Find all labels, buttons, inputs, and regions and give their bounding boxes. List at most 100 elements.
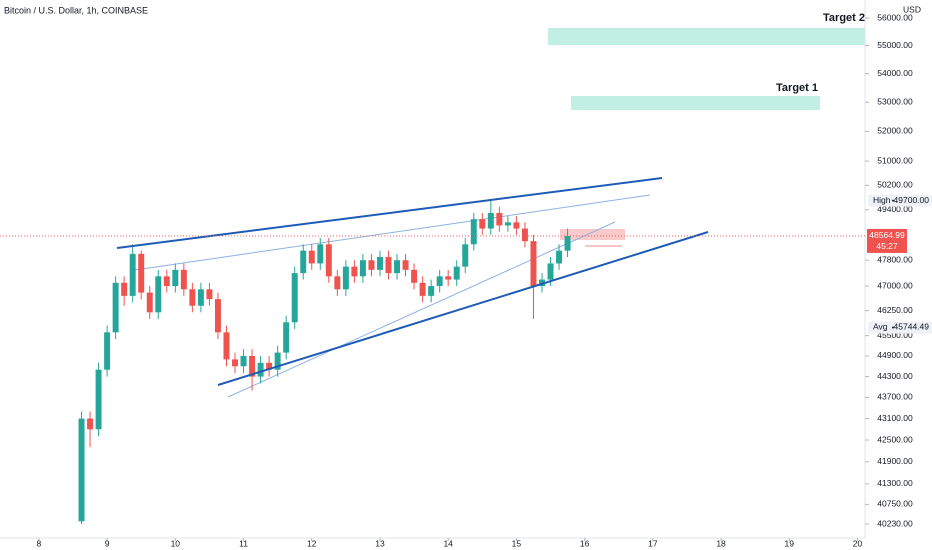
candle-body (87, 418, 94, 430)
candle-body (428, 286, 435, 296)
y-tick-label: 43700.00 (877, 392, 913, 402)
candle-body (402, 260, 409, 270)
candle-body (121, 282, 128, 296)
x-tick-label: 18 (716, 538, 726, 548)
x-tick-label: 17 (648, 538, 658, 548)
candle-body (394, 260, 401, 274)
y-tick-label: 54000.00 (877, 68, 913, 78)
y-tick-label: 56000.00 (877, 12, 913, 22)
candle-body (385, 257, 392, 274)
marker-name: Avg (873, 322, 888, 332)
y-tick-label: 45500.00 (877, 330, 913, 340)
candle-body (521, 228, 528, 242)
x-tick-label: 11 (239, 538, 248, 548)
annotation: Target 1 (776, 82, 818, 94)
candle-body (453, 266, 460, 280)
candle-body (206, 289, 213, 300)
y-tick-label: 44300.00 (877, 371, 913, 381)
x-tick-label: 15 (512, 538, 522, 548)
marker-dot (892, 326, 894, 329)
target-zone (571, 96, 820, 110)
y-tick-label: 53000.00 (877, 96, 913, 106)
candle-body (197, 289, 204, 306)
candle-body (564, 235, 571, 251)
candle-body (180, 269, 187, 290)
marker-value: 49700.00 (894, 195, 930, 205)
candle-body (351, 266, 358, 277)
candle-body (334, 276, 341, 290)
candle-body (240, 355, 247, 367)
y-tick-label: 46250.00 (877, 305, 913, 315)
candle-body (504, 222, 511, 226)
y-tick-label: 44900.00 (877, 350, 913, 360)
candle-body (547, 263, 554, 280)
marker-box (868, 321, 932, 334)
trendline (217, 231, 709, 386)
entry-zone (560, 229, 625, 240)
candle-body (189, 289, 196, 306)
candle-body (163, 276, 170, 287)
marker-box (868, 194, 932, 207)
y-tick-label: 41900.00 (877, 456, 913, 466)
y-tick-label: 41300.00 (877, 478, 913, 488)
y-tick-label: 47800.00 (877, 254, 913, 264)
target-zone (548, 28, 865, 45)
candle-body (274, 352, 281, 370)
candle-body (112, 282, 119, 333)
candle-body (172, 269, 179, 287)
candle-body (266, 362, 273, 370)
x-tick-label: 20 (853, 538, 863, 548)
candle-body (257, 362, 264, 377)
y-tick-label: 40230.00 (877, 518, 913, 528)
y-tick-label: 50200.00 (877, 180, 913, 190)
candle-body (470, 219, 477, 245)
candle-body (325, 244, 332, 277)
candle-body (249, 355, 256, 377)
candle-body (376, 257, 383, 270)
y-tick-label: 52000.00 (877, 126, 913, 136)
candle-body (359, 260, 366, 277)
trendline (134, 194, 651, 271)
candle-body (445, 276, 452, 280)
candle-body (419, 282, 426, 296)
candle-body (283, 322, 290, 353)
candle-body (214, 299, 221, 333)
candle-body (146, 292, 153, 313)
currency-label: USD (903, 4, 921, 14)
marker-dot (892, 199, 894, 202)
x-tick-label: 9 (105, 538, 110, 548)
candle-body (462, 244, 469, 267)
candle-body (530, 241, 537, 287)
candle-body (556, 250, 563, 264)
x-tick-label: 12 (307, 538, 317, 548)
candle-body (95, 369, 102, 430)
candle-body (155, 276, 162, 313)
y-tick-label: 55000.00 (877, 40, 913, 50)
candle-body (513, 222, 520, 229)
marker-name: High (873, 195, 891, 205)
last-price-label: 48564.99 (869, 230, 905, 240)
y-tick-label: 42500.00 (877, 434, 913, 444)
x-tick-label: 10 (171, 538, 181, 548)
x-tick-label: 19 (785, 538, 795, 548)
last-price-box (867, 228, 907, 253)
candle-body (291, 273, 298, 323)
y-tick-label: 47000.00 (877, 280, 913, 290)
candle-body (317, 244, 324, 264)
x-tick-label: 8 (37, 538, 42, 548)
candle-body (342, 266, 349, 290)
y-tick-label: 49400.00 (877, 204, 913, 214)
chart-title: Bitcoin / U.S. Dollar, 1h, COINBASE (4, 5, 148, 15)
candle-body (411, 269, 418, 283)
y-tick-label: 40750.00 (877, 499, 913, 509)
candle-body (308, 250, 315, 264)
countdown-label: 45:27 (876, 241, 898, 251)
candle-body (479, 219, 486, 229)
candles (78, 200, 571, 525)
candle-body (436, 276, 443, 287)
candle-body (78, 418, 85, 522)
candle-body (487, 212, 494, 229)
drawings (134, 28, 865, 398)
